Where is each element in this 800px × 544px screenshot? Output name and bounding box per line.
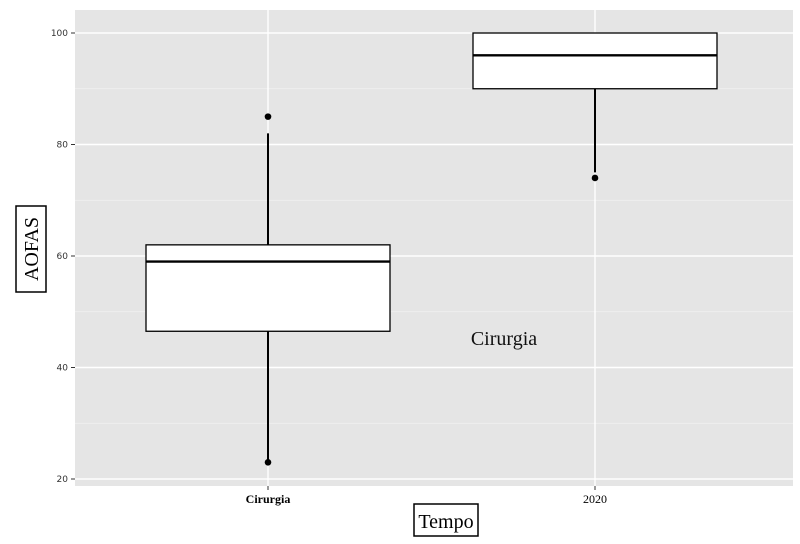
- outlier-point: [591, 174, 599, 182]
- y-tick-label: 100: [51, 29, 68, 39]
- box-2020: [472, 32, 718, 182]
- outlier-point: [264, 458, 272, 466]
- y-axis-ticks: 20 40 60 80 100: [51, 29, 75, 485]
- x-axis-title-box: Tempo: [413, 503, 479, 537]
- outlier-point: [264, 113, 272, 120]
- y-axis-title: AOFAS: [21, 217, 43, 281]
- box-body: [472, 32, 718, 90]
- y-tick-label: 80: [57, 141, 69, 151]
- x-axis-ticks: Cirurgia 2020: [246, 486, 607, 506]
- y-tick-label: 60: [57, 252, 69, 262]
- x-tick-label: 2020: [583, 492, 607, 506]
- box-Cirurgia: [145, 113, 391, 466]
- x-tick-label: Cirurgia: [246, 492, 291, 506]
- y-tick-label: 20: [57, 475, 69, 485]
- box-body: [145, 244, 391, 332]
- x-axis-title: Tempo: [418, 511, 473, 533]
- annotation-label: Cirurgia: [471, 328, 537, 350]
- y-axis-title-box: AOFAS: [15, 205, 47, 293]
- y-tick-label: 40: [57, 364, 69, 374]
- boxes: [145, 32, 718, 466]
